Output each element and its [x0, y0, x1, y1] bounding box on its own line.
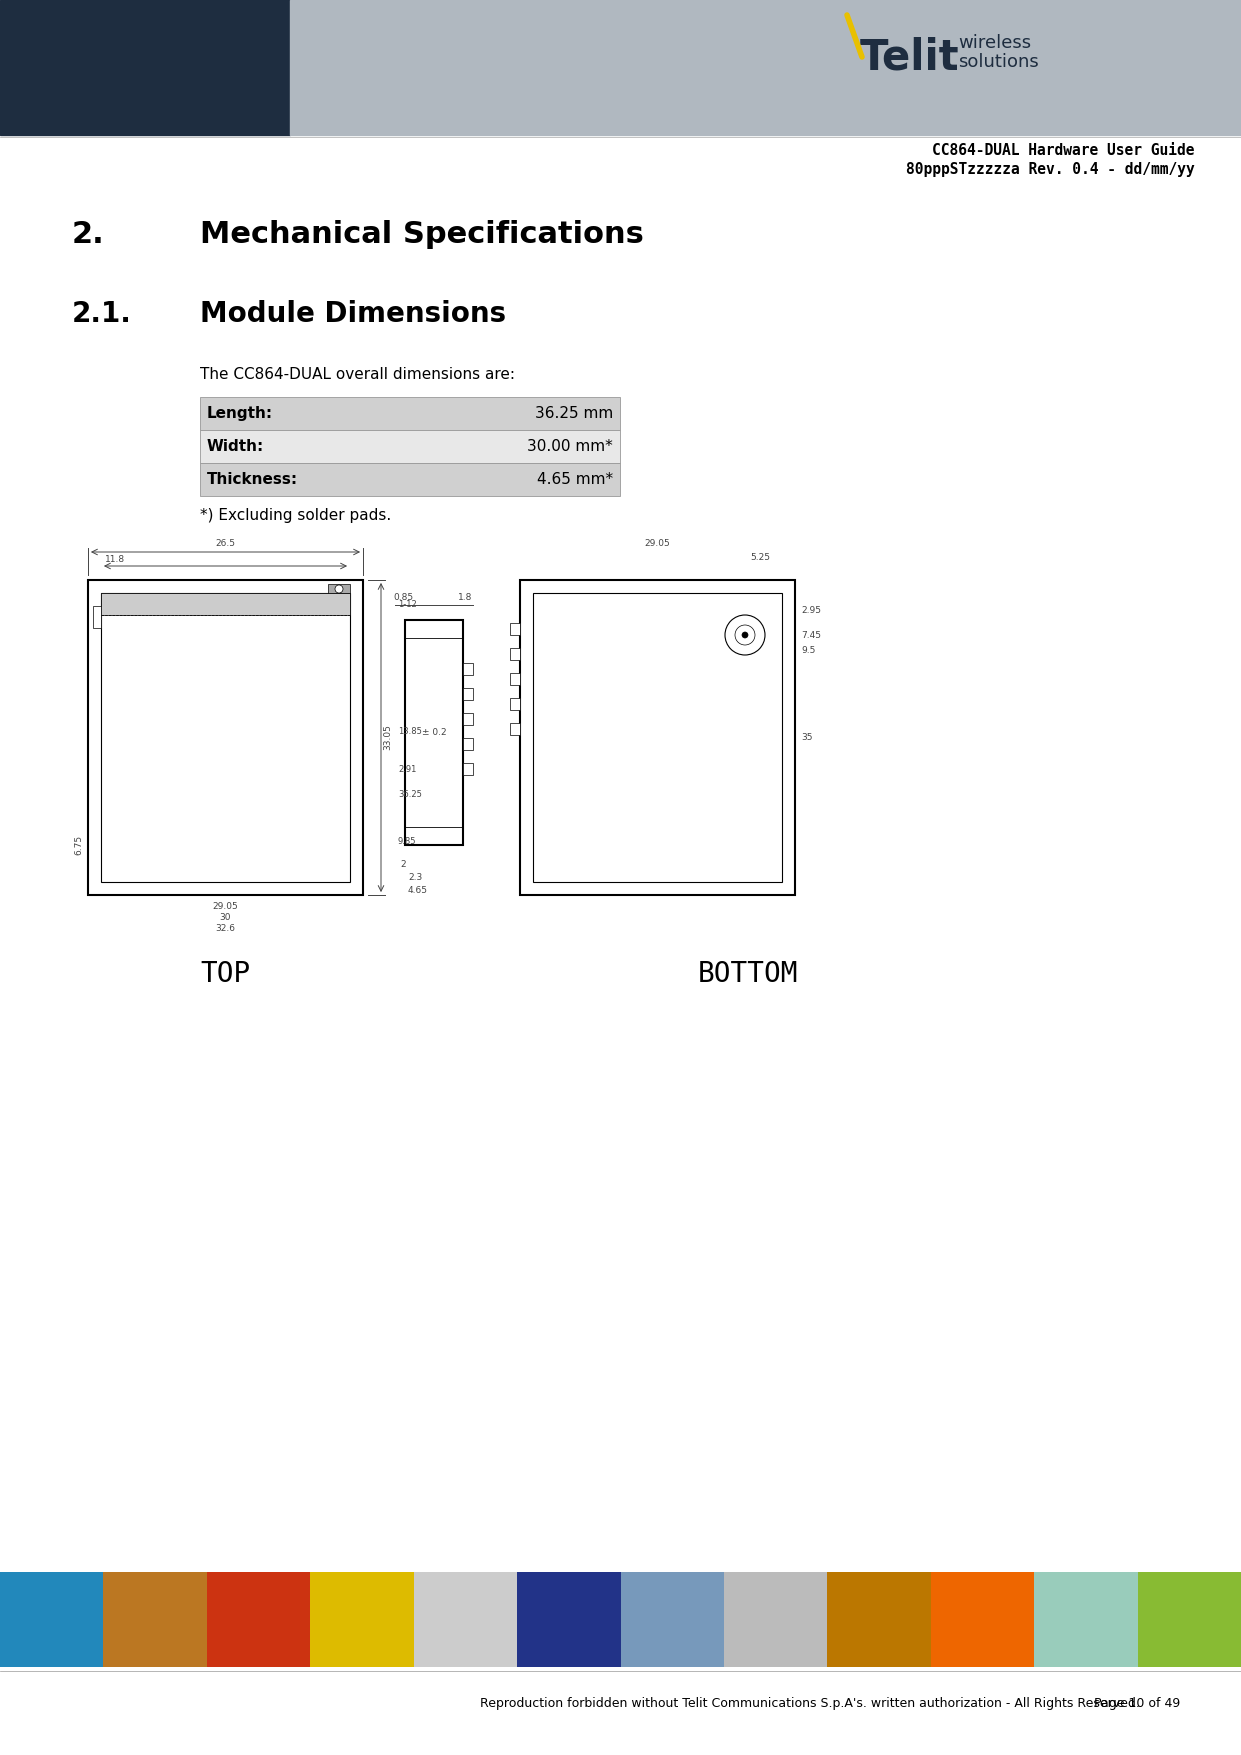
Text: 33.05: 33.05: [383, 725, 392, 751]
Text: The CC864-DUAL overall dimensions are:: The CC864-DUAL overall dimensions are:: [200, 367, 515, 383]
Bar: [405, 620, 463, 844]
Text: wireless: wireless: [958, 33, 1031, 53]
Text: 32.6: 32.6: [216, 923, 236, 934]
Text: 5.25: 5.25: [750, 553, 769, 562]
Bar: [517, 1572, 620, 1667]
Text: 2.3: 2.3: [408, 872, 422, 883]
Text: 13.85: 13.85: [398, 727, 422, 735]
Text: 9.85: 9.85: [398, 837, 417, 846]
Bar: [0, 1572, 103, 1667]
Bar: [510, 723, 520, 735]
Text: 4.65: 4.65: [408, 886, 428, 895]
Bar: [93, 605, 101, 628]
Bar: [101, 593, 350, 614]
Circle shape: [725, 614, 764, 655]
Text: 4.65 mm*: 4.65 mm*: [537, 472, 613, 486]
Text: Mechanical Specifications: Mechanical Specifications: [200, 219, 644, 249]
Bar: [510, 648, 520, 660]
Bar: [463, 713, 473, 725]
Text: 30.00 mm*: 30.00 mm*: [527, 439, 613, 455]
Circle shape: [742, 632, 748, 639]
Text: 9.5: 9.5: [800, 646, 815, 655]
Text: 2.1.: 2.1.: [72, 300, 132, 328]
Bar: [463, 763, 473, 776]
Text: 11.8: 11.8: [105, 555, 125, 563]
Bar: [510, 672, 520, 684]
Text: 1-12: 1-12: [398, 600, 417, 609]
Bar: [532, 593, 782, 883]
Text: 1.8: 1.8: [458, 593, 472, 602]
Text: 2.95: 2.95: [800, 605, 822, 614]
Bar: [200, 463, 620, 497]
Bar: [0, 0, 290, 135]
Bar: [1138, 1572, 1241, 1667]
Text: 0.85: 0.85: [393, 593, 413, 602]
Bar: [463, 688, 473, 700]
Text: Telit: Telit: [860, 37, 959, 77]
Text: *) Excluding solder pads.: *) Excluding solder pads.: [200, 507, 391, 523]
Bar: [510, 623, 520, 635]
Text: 36.25: 36.25: [398, 790, 422, 799]
Text: Length:: Length:: [207, 405, 273, 421]
Bar: [310, 1572, 413, 1667]
Circle shape: [735, 625, 755, 646]
Bar: [828, 1572, 931, 1667]
Bar: [88, 579, 364, 895]
Text: Width:: Width:: [207, 439, 264, 455]
Text: ± 0.2: ± 0.2: [422, 728, 447, 737]
Text: Page 10 of 49: Page 10 of 49: [1093, 1697, 1180, 1709]
Text: 36.25 mm: 36.25 mm: [535, 405, 613, 421]
Text: 29.05: 29.05: [644, 539, 670, 548]
Text: 26.5: 26.5: [216, 539, 236, 548]
Text: 2: 2: [400, 860, 406, 869]
Bar: [200, 397, 620, 430]
Text: Thickness:: Thickness:: [207, 472, 298, 486]
Bar: [724, 1572, 828, 1667]
Text: Reproduction forbidden without Telit Communications S.p.A's. written authorizati: Reproduction forbidden without Telit Com…: [480, 1697, 1140, 1709]
Bar: [290, 0, 1241, 135]
Text: 29.05: 29.05: [212, 902, 238, 911]
Text: 30: 30: [220, 913, 231, 921]
Bar: [520, 579, 795, 895]
Text: 7.45: 7.45: [800, 630, 822, 639]
Bar: [1034, 1572, 1138, 1667]
Bar: [200, 430, 620, 463]
Bar: [207, 1572, 310, 1667]
Text: 2.: 2.: [72, 219, 104, 249]
Text: TOP: TOP: [200, 960, 251, 988]
Text: 80pppSTzzzzza Rev. 0.4 - dd/mm/yy: 80pppSTzzzzza Rev. 0.4 - dd/mm/yy: [906, 161, 1195, 177]
Bar: [463, 739, 473, 749]
Bar: [931, 1572, 1034, 1667]
Bar: [510, 698, 520, 711]
Text: solutions: solutions: [958, 53, 1039, 70]
Bar: [463, 663, 473, 676]
Text: 6.75: 6.75: [74, 835, 83, 855]
Text: BOTTOM: BOTTOM: [697, 960, 798, 988]
Bar: [413, 1572, 517, 1667]
Bar: [101, 593, 350, 883]
Bar: [103, 1572, 207, 1667]
Circle shape: [335, 584, 343, 593]
Bar: [620, 1572, 724, 1667]
Bar: [328, 584, 350, 593]
Text: Module Dimensions: Module Dimensions: [200, 300, 506, 328]
Text: 2.91: 2.91: [398, 765, 417, 774]
Text: CC864-DUAL Hardware User Guide: CC864-DUAL Hardware User Guide: [932, 142, 1195, 158]
Text: 35: 35: [800, 734, 813, 742]
